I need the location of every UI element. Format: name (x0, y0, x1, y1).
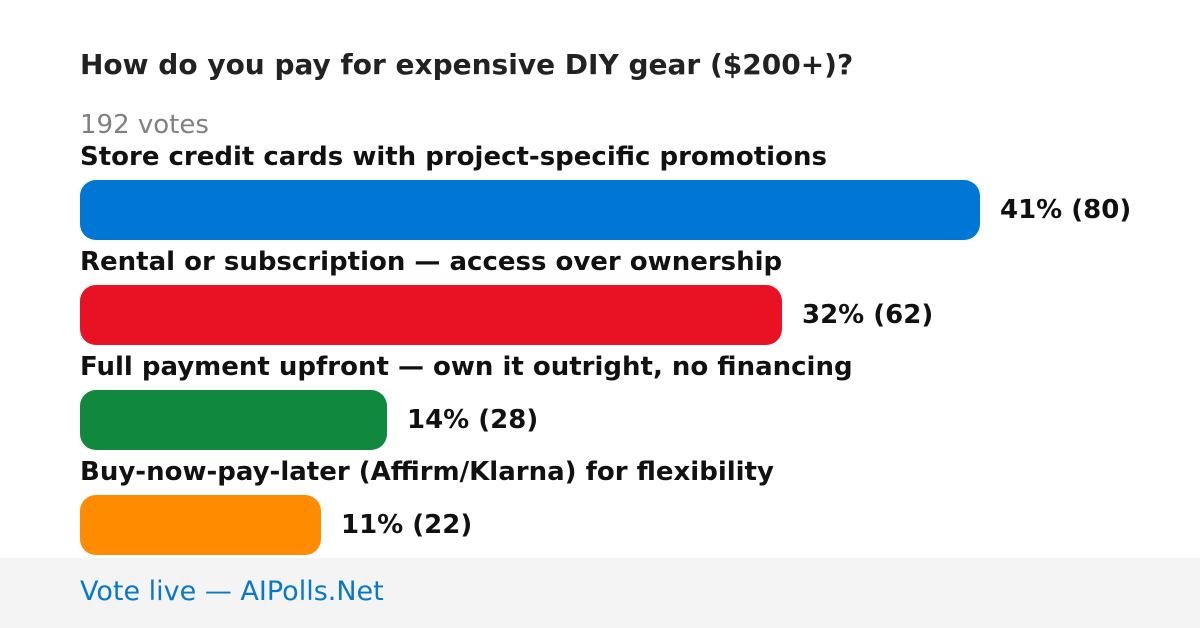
vote-count: 192 votes (80, 110, 209, 140)
option-bar (80, 390, 387, 450)
option-label: Full payment upfront — own it outright, … (80, 352, 853, 382)
footer-bar: Vote live — AIPolls.Net (0, 558, 1200, 628)
option-label: Rental or subscription — access over own… (80, 247, 783, 277)
option-bar (80, 495, 321, 555)
option-label: Buy-now-pay-later (Affirm/Klarna) for fl… (80, 457, 774, 487)
option-value-label: 32% (62) (802, 300, 934, 330)
option-bar (80, 180, 980, 240)
option-bar (80, 285, 782, 345)
vote-live-link[interactable]: Vote live — AIPolls.Net (80, 576, 384, 607)
option-value-label: 41% (80) (1000, 195, 1132, 225)
option-value-label: 14% (28) (407, 405, 539, 435)
option-label: Store credit cards with project-specific… (80, 142, 827, 172)
option-value-label: 11% (22) (341, 510, 473, 540)
chart-title: How do you pay for expensive DIY gear ($… (80, 48, 854, 81)
